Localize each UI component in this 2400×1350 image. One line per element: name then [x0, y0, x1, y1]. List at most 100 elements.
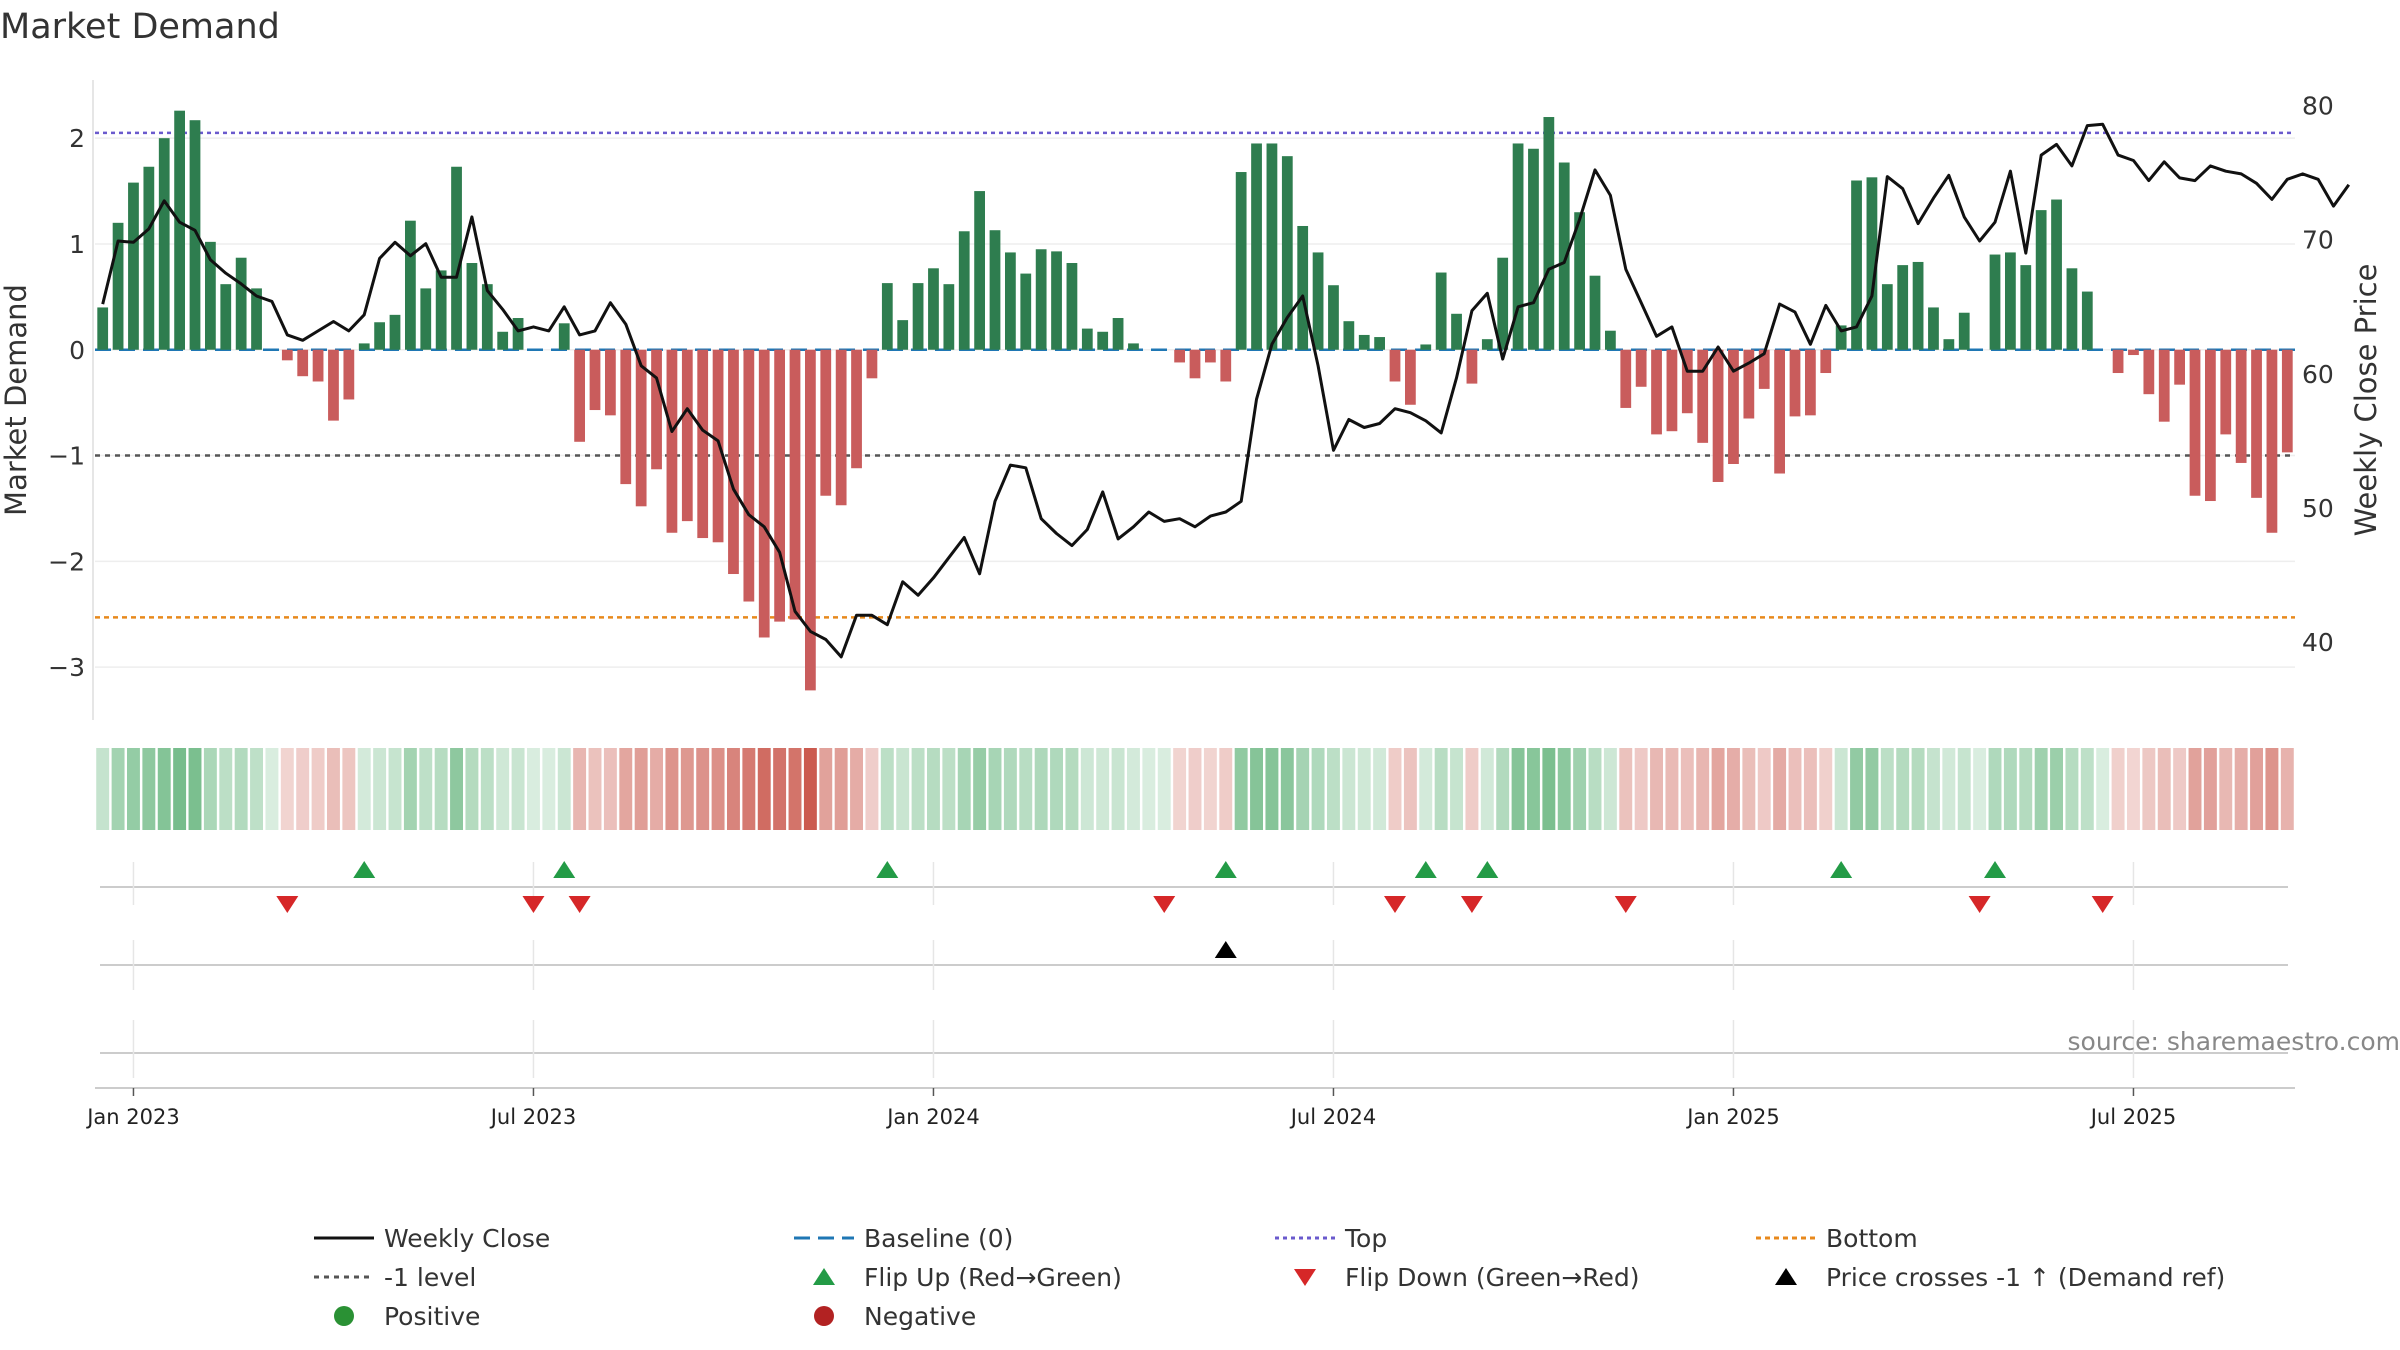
positive-demand-bar: [1081, 328, 1093, 350]
flip-down-marker: [1968, 896, 1991, 913]
negative-demand-bar: [1651, 349, 1662, 435]
heat-cell: [173, 748, 187, 830]
positive-demand-bar: [958, 231, 970, 350]
negative-demand-bar: [774, 349, 785, 622]
positive-demand-bar: [481, 284, 493, 350]
heat-cell: [588, 748, 602, 830]
negative-demand-bar: [651, 349, 662, 470]
heat-cell: [1927, 748, 1940, 830]
heat-cell: [127, 748, 140, 830]
positive-demand-bar: [2081, 291, 2093, 350]
heat-cell: [634, 748, 648, 830]
negative-demand-bar: [1466, 349, 1478, 384]
heat-cell: [250, 748, 263, 830]
positive-demand-bar: [1928, 307, 1939, 350]
positive-demand-bar: [1358, 334, 1370, 350]
positive-demand-bar: [1420, 344, 1432, 350]
heat-cell: [1342, 748, 1356, 830]
positive-demand-bar: [512, 318, 524, 350]
heat-cell: [1373, 748, 1387, 830]
y-right-tick-label: 70: [2302, 226, 2334, 255]
heat-cell: [619, 748, 633, 830]
positive-demand-bar: [928, 268, 939, 350]
flip-down-marker: [1153, 896, 1176, 913]
y-left-tick-label: 2: [69, 124, 85, 153]
heat-cell: [511, 748, 525, 830]
heat-cell: [1634, 748, 1648, 830]
heat-cell: [1127, 748, 1140, 830]
heat-cell: [865, 748, 879, 830]
legend-label-bottom: Bottom: [1826, 1224, 1918, 1253]
y-left-tick-label: −2: [48, 547, 85, 576]
positive-demand-bar: [1881, 284, 1893, 350]
heat-cell: [1773, 748, 1787, 830]
negative-demand-bar: [835, 349, 847, 506]
heat-cell: [650, 748, 663, 830]
heat-cell: [1988, 748, 2002, 830]
heat-cell: [542, 748, 556, 830]
heat-cell: [1296, 748, 1310, 830]
heat-cell: [1819, 748, 1833, 830]
heat-cell: [1142, 748, 1156, 830]
flip-down-marker: [1384, 896, 1406, 913]
price-cross-marker: [1214, 941, 1237, 958]
heat-cell: [188, 748, 202, 830]
heat-cell: [1803, 748, 1817, 830]
heat-cell: [973, 748, 987, 830]
heat-cell: [988, 748, 1002, 830]
heat-cell: [1650, 748, 1663, 830]
legend-label-top: Top: [1344, 1224, 1387, 1253]
heat-cell: [527, 748, 540, 830]
y-axis-left-label: Market Demand: [0, 284, 33, 516]
heat-cell: [803, 748, 817, 830]
x-tick-label: Jul 2023: [489, 1105, 576, 1129]
heat-cell: [1250, 748, 1263, 830]
flip-down-marker: [276, 896, 299, 913]
positive-demand-bar: [1051, 251, 1062, 350]
positive-demand-bar: [1574, 212, 1585, 350]
negative-demand-bar: [1174, 349, 1185, 363]
heat-cell: [327, 748, 340, 830]
positive-demand-bar: [1897, 265, 1909, 350]
legend-price-cross-swatch: [1775, 1268, 1797, 1285]
flip-down-marker: [2091, 896, 2114, 913]
heat-cell: [1957, 748, 1971, 830]
legend-label-flip-up: Flip Up (Red→Green): [864, 1263, 1122, 1292]
heat-cell: [2096, 748, 2110, 830]
heat-cell: [480, 748, 494, 830]
positive-demand-bar: [1497, 257, 1509, 350]
positive-demand-bar: [251, 288, 262, 350]
positive-demand-bar: [2005, 252, 2016, 350]
negative-demand-bar: [328, 349, 339, 421]
heat-cell: [788, 748, 802, 830]
heat-cell: [834, 748, 848, 830]
heat-cell: [2280, 748, 2294, 830]
heat-cell: [1542, 748, 1556, 830]
heat-cell: [1727, 748, 1740, 830]
negative-demand-bar: [1620, 349, 1632, 408]
negative-demand-bar: [666, 349, 678, 533]
positive-demand-bar: [1481, 339, 1493, 350]
heat-cell: [819, 748, 833, 830]
positive-demand-bar: [558, 323, 570, 350]
positive-demand-bar: [881, 283, 893, 350]
heat-cell: [373, 748, 387, 830]
heat-cell: [757, 748, 771, 830]
heat-cell: [1465, 748, 1479, 830]
heat-cell: [342, 748, 356, 830]
heat-cell: [773, 748, 787, 830]
heat-cell: [1234, 748, 1248, 830]
legend-label-positive: Positive: [384, 1302, 480, 1331]
negative-demand-bar: [281, 349, 293, 361]
heat-cell: [1050, 748, 1063, 830]
negative-demand-bar: [1758, 349, 1770, 389]
heat-cell: [942, 748, 956, 830]
legend-negative-swatch: [814, 1306, 834, 1326]
negative-demand-bar: [728, 349, 739, 575]
positive-demand-bar: [158, 138, 170, 350]
heat-cell: [1357, 748, 1371, 830]
heat-cell: [1557, 748, 1571, 830]
positive-demand-bar: [1097, 331, 1109, 350]
